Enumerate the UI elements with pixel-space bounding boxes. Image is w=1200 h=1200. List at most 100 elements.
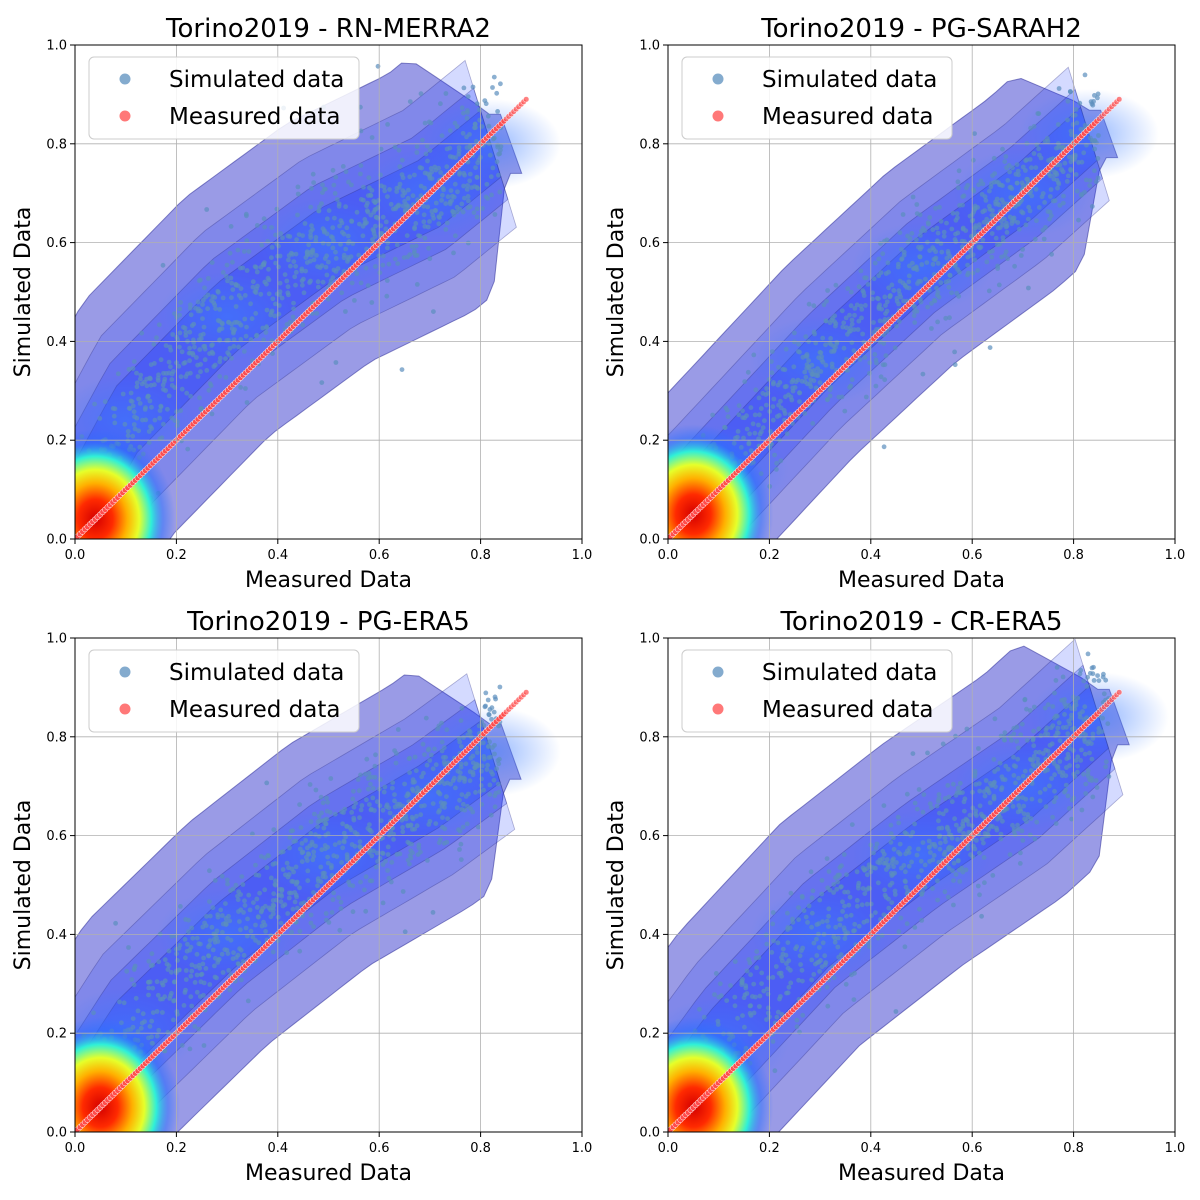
simulated-point [1062, 160, 1068, 166]
simulated-point [754, 965, 759, 971]
simulated-point [432, 746, 437, 752]
simulated-point [976, 781, 982, 786]
simulated-point [464, 187, 470, 192]
simulated-point [757, 993, 763, 999]
simulated-point [324, 216, 330, 222]
simulated-point [941, 229, 947, 235]
simulated-point [110, 406, 116, 411]
simulated-point [189, 925, 195, 931]
simulated-point [195, 362, 201, 368]
simulated-point [210, 342, 215, 347]
simulated-point [1013, 780, 1018, 786]
x-tick-label: 0.6 [369, 1141, 390, 1156]
simulated-point [349, 182, 354, 188]
simulated-point [126, 405, 132, 411]
simulated-point [1047, 194, 1053, 199]
x-tick-label: 0.8 [470, 1141, 491, 1156]
simulated-point [867, 360, 873, 366]
simulated-point [751, 981, 757, 987]
simulated-point [183, 977, 189, 982]
simulated-point [383, 219, 389, 225]
simulated-point [841, 852, 847, 857]
simulated-point [765, 1005, 771, 1011]
simulated-point [357, 815, 362, 821]
simulated-point [878, 339, 883, 345]
simulated-point [811, 303, 817, 309]
simulated-point [444, 164, 450, 170]
simulated-point [896, 929, 902, 935]
simulated-point [183, 917, 189, 922]
y-tick-label: 0.8 [639, 137, 660, 152]
simulated-point [374, 799, 380, 805]
simulated-point [247, 907, 253, 913]
simulated-point [773, 964, 779, 969]
simulated-point [263, 330, 269, 335]
simulated-point [339, 860, 344, 865]
simulated-point [148, 376, 153, 382]
simulated-point [1053, 795, 1059, 800]
legend-marker [119, 73, 131, 85]
simulated-point [814, 936, 819, 942]
simulated-point [1056, 86, 1062, 91]
x-tick-label: 0.0 [65, 548, 86, 563]
simulated-point [223, 356, 228, 361]
simulated-point [968, 248, 973, 254]
simulated-point [364, 797, 369, 803]
simulated-point [309, 185, 314, 191]
simulated-point [901, 249, 907, 255]
simulated-point [1048, 187, 1054, 192]
simulated-point [240, 882, 246, 887]
simulated-point [881, 444, 887, 450]
simulated-point [842, 903, 847, 909]
simulated-point [225, 350, 231, 356]
simulated-point [764, 386, 769, 391]
simulated-point [742, 992, 748, 998]
simulated-point [905, 239, 911, 245]
simulated-point [299, 266, 305, 272]
simulated-point [1067, 154, 1072, 160]
simulated-point [1057, 203, 1063, 208]
simulated-point [910, 260, 915, 266]
simulated-point [393, 760, 399, 766]
simulated-point [144, 383, 150, 389]
simulated-point [782, 367, 788, 373]
simulated-point [1041, 751, 1046, 756]
simulated-point [136, 396, 142, 402]
simulated-point [372, 234, 378, 239]
x-tick-label: 0.2 [166, 1141, 187, 1156]
simulated-point [1009, 738, 1014, 743]
simulated-point [935, 261, 941, 266]
simulated-point [892, 345, 898, 351]
simulated-point [227, 987, 233, 993]
simulated-point [350, 909, 356, 915]
simulated-point [953, 231, 958, 237]
simulated-point [369, 135, 375, 140]
simulated-point [962, 808, 967, 814]
simulated-point [402, 781, 407, 787]
simulated-point [358, 128, 364, 134]
simulated-point [925, 304, 930, 310]
simulated-point [294, 880, 300, 885]
simulated-point [936, 818, 941, 824]
simulated-point [746, 957, 752, 962]
simulated-point [264, 865, 270, 870]
simulated-point [460, 801, 466, 807]
simulated-point [879, 932, 885, 938]
simulated-point [143, 405, 148, 410]
simulated-point [220, 929, 225, 935]
simulated-point [303, 268, 308, 274]
simulated-point [280, 849, 286, 855]
simulated-point [433, 208, 438, 214]
simulated-point [1033, 749, 1039, 755]
x-tick-label: 0.2 [759, 548, 780, 563]
simulated-point [467, 778, 473, 784]
simulated-point [406, 756, 412, 761]
simulated-point [479, 124, 485, 129]
simulated-point [203, 294, 209, 300]
simulated-point [1011, 773, 1017, 778]
simulated-point [481, 756, 487, 762]
simulated-point [362, 217, 368, 222]
simulated-point [488, 174, 494, 180]
simulated-point [978, 178, 984, 184]
simulated-point [1087, 670, 1093, 676]
